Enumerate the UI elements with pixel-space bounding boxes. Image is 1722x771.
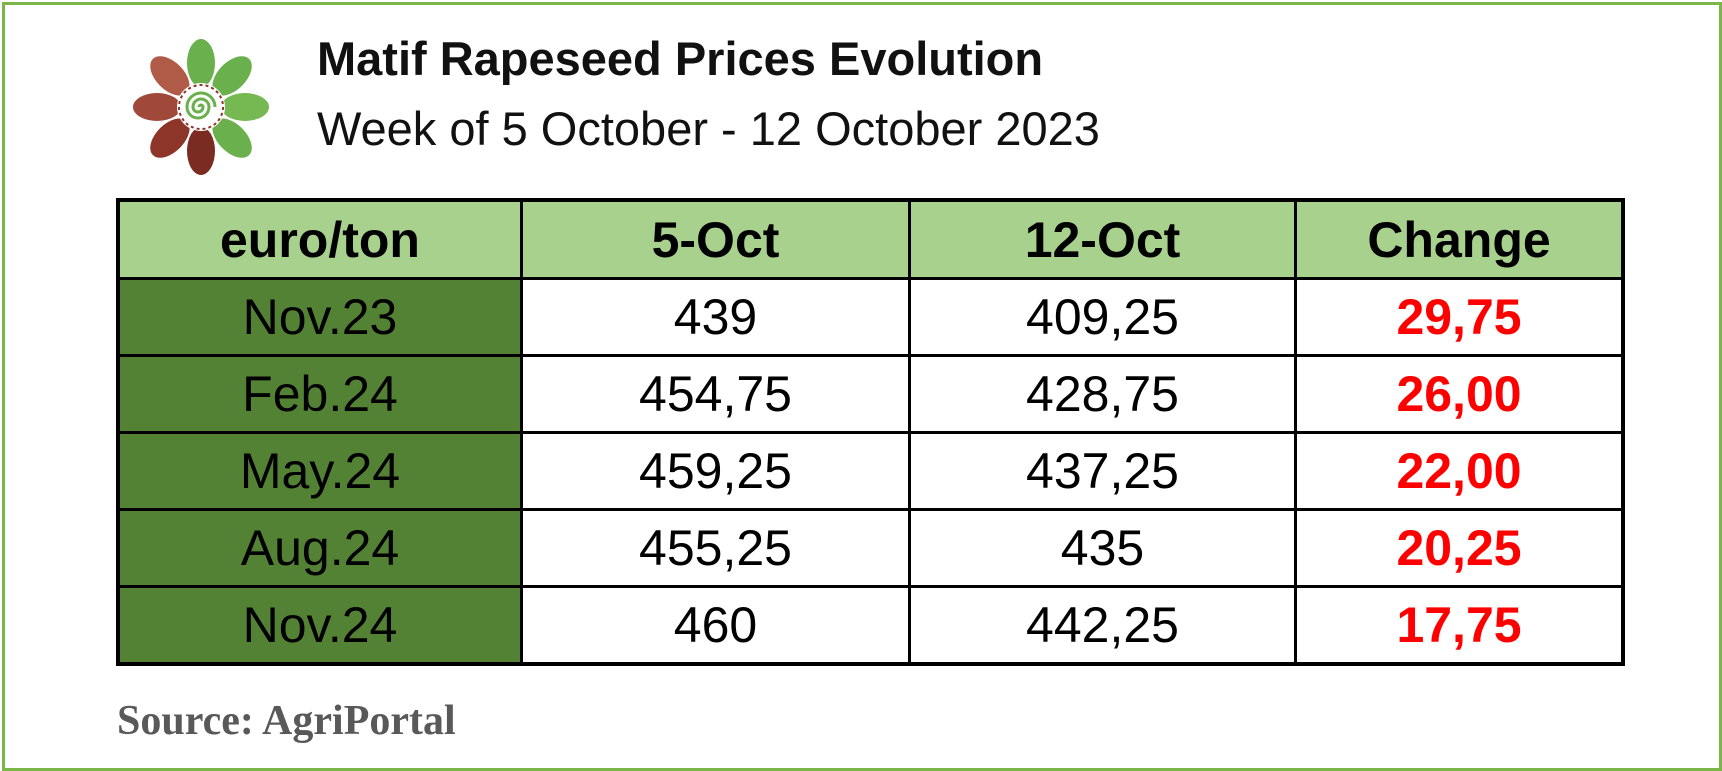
price-change: 29,75 — [1294, 277, 1625, 357]
price-12-oct: 442,25 — [908, 585, 1297, 666]
price-5-oct: 455,25 — [520, 508, 911, 588]
table-row: Feb.24 454,75 428,75 26,00 — [116, 354, 1625, 434]
price-12-oct: 409,25 — [908, 277, 1297, 357]
price-5-oct: 454,75 — [520, 354, 911, 434]
price-12-oct: 428,75 — [908, 354, 1297, 434]
price-change: 17,75 — [1294, 585, 1625, 666]
column-header-change: Change — [1294, 198, 1625, 280]
table-row: Aug.24 455,25 435 20,25 — [116, 508, 1625, 588]
row-label: Nov.23 — [116, 277, 523, 357]
column-header-unit: euro/ton — [116, 198, 523, 280]
page-subtitle: Week of 5 October - 12 October 2023 — [317, 102, 1100, 155]
price-12-oct: 437,25 — [908, 431, 1297, 511]
price-5-oct: 439 — [520, 277, 911, 357]
page-title: Matif Rapeseed Prices Evolution — [317, 32, 1044, 85]
price-12-oct: 435 — [908, 508, 1297, 588]
table-row: Nov.23 439 409,25 29,75 — [116, 277, 1625, 357]
table-row: Nov.24 460 442,25 17,75 — [116, 585, 1625, 666]
price-5-oct: 460 — [520, 585, 911, 666]
source-credit: Source: AgriPortal — [117, 698, 456, 744]
column-header-5-oct: 5-Oct — [520, 198, 911, 280]
flower-spiral-logo-icon — [133, 39, 269, 175]
table-row: May.24 459,25 437,25 22,00 — [116, 431, 1625, 511]
row-label: Feb.24 — [116, 354, 523, 434]
row-label: May.24 — [116, 431, 523, 511]
prices-table: euro/ton 5-Oct 12-Oct Change Nov.23 439 … — [116, 198, 1625, 666]
price-change: 20,25 — [1294, 508, 1625, 588]
column-header-12-oct: 12-Oct — [908, 198, 1297, 280]
price-change: 26,00 — [1294, 354, 1625, 434]
row-label: Aug.24 — [116, 508, 523, 588]
table-header-row: euro/ton 5-Oct 12-Oct Change — [116, 198, 1625, 280]
price-change: 22,00 — [1294, 431, 1625, 511]
row-label: Nov.24 — [116, 585, 523, 666]
price-5-oct: 459,25 — [520, 431, 911, 511]
